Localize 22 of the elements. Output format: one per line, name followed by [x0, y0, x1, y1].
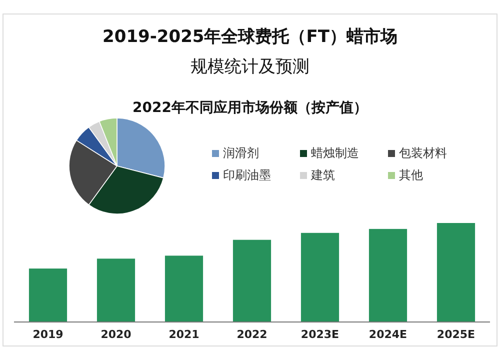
bar	[96, 258, 136, 322]
x-tick-label: 2019	[32, 328, 64, 341]
x-tick-label: 2022	[236, 328, 268, 341]
bar	[28, 268, 68, 322]
bar	[232, 240, 272, 322]
legend-label: 润滑剂	[223, 146, 259, 160]
legend-label: 包装材料	[399, 146, 447, 160]
x-tick-label: 2020	[100, 328, 132, 341]
legend-label: 其他	[399, 168, 423, 182]
legend-label: 印刷油墨	[223, 168, 271, 182]
bar	[368, 228, 408, 322]
bar	[436, 223, 476, 322]
x-tick-label: 2024E	[368, 328, 408, 341]
legend-label: 蜡烛制造	[311, 146, 359, 160]
bar	[164, 256, 204, 322]
chart-title: 2019-2025年全球费托（FT）蜡市场规模统计及预测	[102, 27, 398, 77]
chart-title: 2022年不同应用市场份额（按产值）	[132, 99, 368, 116]
bar	[300, 232, 340, 322]
x-tick-label: 2021	[168, 328, 200, 341]
legend-label: 建筑	[310, 168, 335, 182]
x-tick-label: 2025E	[436, 328, 476, 341]
x-tick-label: 2023E	[300, 328, 340, 341]
